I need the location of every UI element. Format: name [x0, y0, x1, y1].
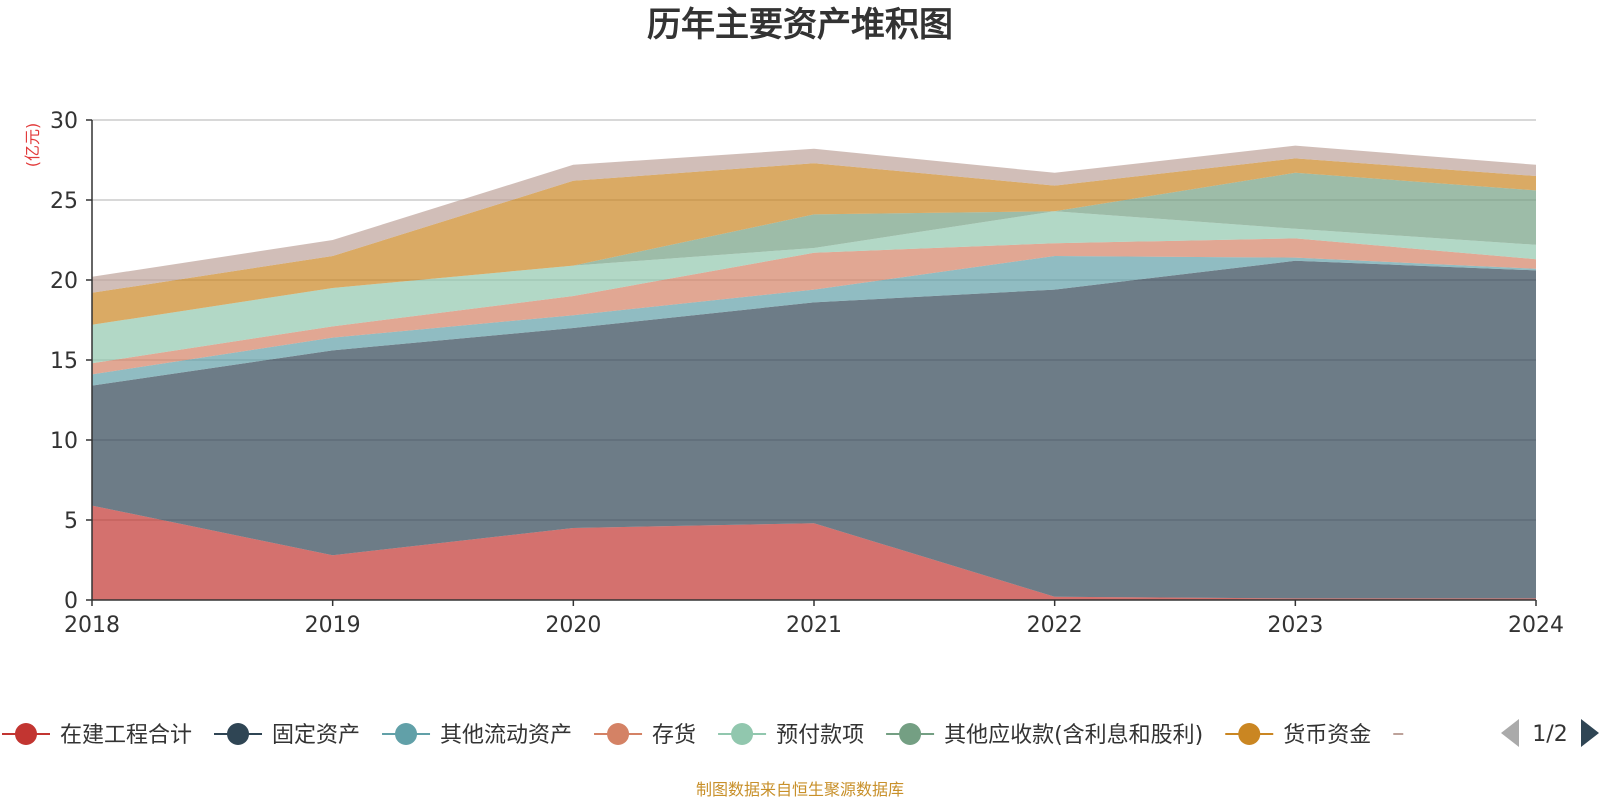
area-series-5	[92, 172, 1536, 325]
x-tick-label: 2020	[545, 613, 601, 638]
legend-pager: 1/2	[1501, 719, 1599, 747]
legend-label: 其他流动资产	[440, 723, 572, 748]
area-series-6	[92, 158, 1536, 325]
legend-marker-icon	[227, 723, 250, 745]
area-series-0	[92, 505, 1536, 600]
legend-item-6[interactable]: 货币资金	[1225, 723, 1371, 748]
legend-marker-icon	[395, 723, 418, 745]
legend-marker-icon	[1238, 723, 1261, 745]
y-axis-unit-label: (亿元)	[23, 123, 42, 168]
x-tick-label: 2022	[1027, 613, 1083, 638]
legend-label: 固定资产	[272, 723, 360, 748]
legend-next-arrow-icon[interactable]	[1581, 719, 1599, 747]
legend-label: 货币资金	[1283, 723, 1371, 748]
legend-marker-icon	[731, 723, 754, 745]
x-tick-label: 2023	[1267, 613, 1323, 638]
y-tick-label: 5	[64, 509, 78, 534]
x-tick-label: 2019	[305, 613, 361, 638]
legend-page-indicator: 1/2	[1532, 722, 1567, 747]
x-tick-label: 2018	[64, 613, 120, 638]
area-series-1	[92, 260, 1536, 599]
legend-marker-icon	[607, 723, 630, 745]
area-series-4	[92, 211, 1536, 364]
area-series-7	[92, 145, 1536, 293]
legend-item-4[interactable]: 预付款项	[718, 723, 864, 748]
data-source-footer: 制图数据来自恒生聚源数据库	[696, 780, 904, 799]
legend-item-1[interactable]: 固定资产	[214, 723, 360, 748]
tick-labels: 0 5 10 15 20 25 30 2018 2019 2020 2021 2022 2023 2024	[50, 109, 1564, 638]
y-tick-label: 10	[50, 429, 78, 454]
legend-label: 在建工程合计	[60, 723, 192, 748]
legend: 在建工程合计 固定资产 其他流动资产 存货 预付款项 其他应收款(含利息和股利) 货币资金	[2, 723, 1404, 748]
y-tick-label: 20	[50, 269, 78, 294]
y-tick-label: 25	[50, 189, 78, 214]
y-tick-label: 0	[64, 589, 78, 614]
legend-prev-arrow-icon[interactable]	[1501, 719, 1519, 747]
area-series-group	[92, 145, 1536, 600]
legend-item-0[interactable]: 在建工程合计	[2, 723, 192, 748]
legend-item-3[interactable]: 存货	[594, 723, 696, 748]
legend-label: 存货	[652, 723, 696, 748]
y-tick-label: 30	[50, 109, 78, 134]
area-series-3	[92, 238, 1536, 375]
legend-marker-icon	[15, 723, 37, 745]
legend-marker-icon	[899, 723, 922, 745]
legend-label: 预付款项	[776, 723, 864, 748]
legend-item-2[interactable]: 其他流动资产	[382, 723, 572, 748]
y-tick-label: 15	[50, 349, 78, 374]
x-tick-label: 2024	[1508, 613, 1564, 638]
legend-item-5[interactable]: 其他应收款(含利息和股利)	[886, 723, 1203, 748]
legend-label: 其他应收款(含利息和股利)	[944, 723, 1203, 748]
chart-title: 历年主要资产堆积图	[647, 5, 953, 45]
x-tick-label: 2021	[786, 613, 842, 638]
